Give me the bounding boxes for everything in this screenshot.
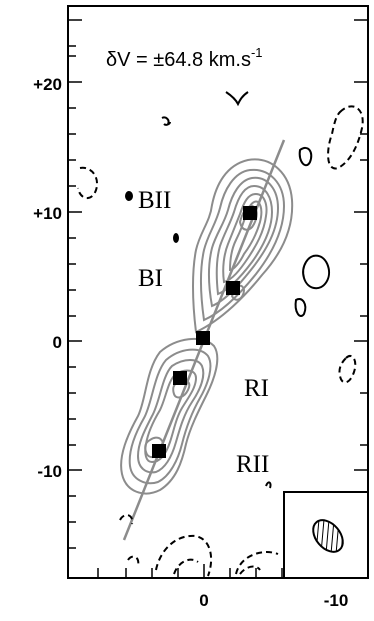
black-solid-contours <box>161 91 330 489</box>
knot-marker <box>196 331 210 345</box>
region-label-bii: BII <box>138 187 171 214</box>
region-label-ri: RI <box>244 375 269 402</box>
region-label-bi: BI <box>138 265 163 292</box>
y-tick-label-plus10: +10 <box>33 204 62 223</box>
velocity-title-main: δV = ±64.8 km.s <box>106 49 251 71</box>
knot-marker <box>173 371 187 385</box>
black-dashed-contours <box>77 105 364 577</box>
x-tick-label-zero: 0 <box>199 591 208 610</box>
beam-ellipse <box>312 519 344 553</box>
plot-frame <box>67 5 369 579</box>
velocity-title-superscript: -1 <box>251 45 263 60</box>
region-label-rii: RII <box>236 451 269 478</box>
knot-marker <box>226 281 240 295</box>
y-tick-label-plus20: +20 <box>33 75 62 94</box>
knot-markers <box>152 206 257 458</box>
beam-inset <box>283 491 369 579</box>
speck-marks <box>125 191 179 243</box>
red-lobe-contours <box>120 337 219 495</box>
velocity-title: δV = ±64.8 km.s-1 <box>106 45 263 71</box>
y-tick-label-minus10: -10 <box>37 462 62 481</box>
knot-marker <box>243 206 257 220</box>
x-tick-label-minus10: -10 <box>324 591 349 610</box>
knot-marker <box>152 444 166 458</box>
y-tick-label-zero: 0 <box>53 333 62 352</box>
y-ticks <box>68 19 368 549</box>
blue-lobe-contours <box>192 158 294 334</box>
